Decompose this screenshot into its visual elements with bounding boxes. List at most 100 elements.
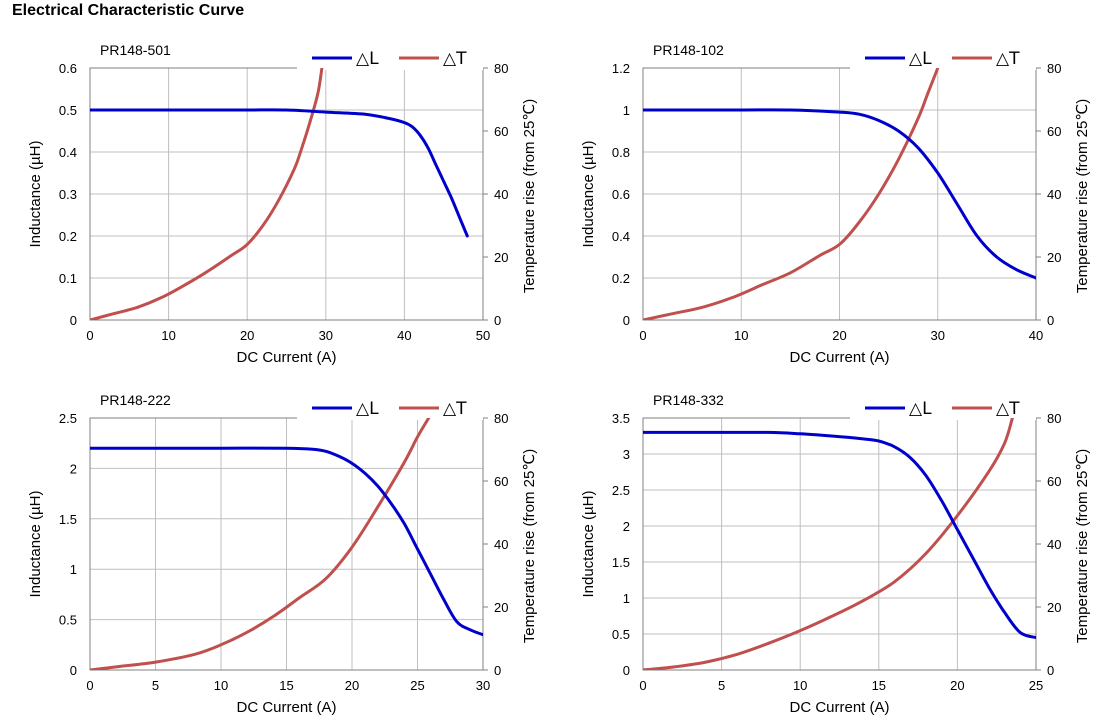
y-tick-label: 0: [70, 663, 77, 678]
y-tick-label: 1.5: [612, 555, 630, 570]
x-tick-label: 40: [1029, 328, 1043, 343]
y-tick-label: 0: [623, 313, 630, 328]
series-line-temperature-rise: [643, 418, 1014, 670]
x-tick-label: 5: [718, 678, 725, 693]
x-tick-label: 15: [872, 678, 886, 693]
x-tick-label: 25: [1029, 678, 1043, 693]
y-tick-label: 0.3: [59, 187, 77, 202]
y2-axis-title: Temperature rise (from 25℃): [521, 449, 538, 643]
chart-svg: 0 5 10 15 20 25 0 0.5 1 1.5 2 2.5 3 3.5 0 20 40 60 80 DC Cu…: [580, 392, 1091, 716]
x-tick-label: 10: [214, 678, 228, 693]
legend-label: △L: [909, 49, 932, 69]
legend: △L △T: [850, 46, 1036, 70]
y2-tick-label: 80: [494, 61, 508, 76]
part-number-label: PR148-332: [653, 392, 724, 408]
legend-label: △T: [443, 399, 467, 419]
x-tick-label: 15: [279, 678, 293, 693]
y2-tick-label: 60: [1047, 474, 1061, 489]
y2-tick-label: 60: [494, 474, 508, 489]
x-tick-label: 40: [397, 328, 411, 343]
series-line-temperature-rise: [90, 68, 324, 320]
legend-label: △L: [356, 49, 379, 69]
legend: △L △T: [850, 396, 1036, 420]
y-axis-title: Inductance (µH): [580, 140, 597, 247]
x-tick-label: 30: [476, 678, 490, 693]
x-tick-label: 10: [161, 328, 175, 343]
y2-tick-label: 40: [1047, 187, 1061, 202]
y-tick-label: 2: [623, 519, 630, 534]
chart-pr148-332: 0 5 10 15 20 25 0 0.5 1 1.5 2 2.5 3 3.5 0 20 40 60 80 DC Cu…: [553, 380, 1098, 725]
y-tick-label: 0: [623, 663, 630, 678]
part-number-label: PR148-501: [100, 42, 171, 58]
legend-label: △L: [909, 399, 932, 419]
legend: △L △T: [297, 46, 483, 70]
y2-tick-label: 20: [494, 600, 508, 615]
y2-tick-label: 0: [494, 313, 501, 328]
series-line-temperature-rise: [90, 418, 431, 670]
chart-pr148-501: 0 10 20 30 40 50 0 0.1 0.2 0.3 0.4 0.5 0.6 0 20 40 60 80 D…: [0, 30, 545, 375]
y-tick-label: 0: [70, 313, 77, 328]
series-line-inductance: [90, 446, 483, 637]
y-tick-label: 1: [70, 562, 77, 577]
y-axis-title: Inductance (µH): [27, 140, 44, 247]
series-line-inductance: [643, 430, 1036, 640]
legend-label: △L: [356, 399, 379, 419]
y-tick-label: 1.2: [612, 61, 630, 76]
y-tick-label: 1: [623, 591, 630, 606]
y2-tick-label: 20: [1047, 600, 1061, 615]
y-tick-label: 0.2: [612, 271, 630, 286]
y-tick-label: 0.5: [59, 103, 77, 118]
y-axis-title: Inductance (µH): [27, 490, 44, 597]
y-tick-label: 0.5: [612, 627, 630, 642]
y-axis-title: Inductance (µH): [580, 490, 597, 597]
y2-tick-label: 0: [1047, 313, 1054, 328]
y2-axis-title: Temperature rise (from 25℃): [1074, 449, 1091, 643]
legend: △L △T: [297, 396, 483, 420]
series-line-inductance: [643, 108, 1036, 280]
y2-tick-label: 60: [1047, 124, 1061, 139]
y-tick-label: 1.5: [59, 512, 77, 527]
y2-tick-label: 60: [494, 124, 508, 139]
y-tick-label: 0.6: [612, 187, 630, 202]
y-tick-label: 2: [70, 461, 77, 476]
y2-axis-title: Temperature rise (from 25℃): [521, 99, 538, 293]
chart-svg: 0 5 10 15 20 25 30 0 0.5 1 1.5 2 2.5 0 20 40 60 80 DC Curr…: [27, 392, 538, 716]
y-tick-label: 0.1: [59, 271, 77, 286]
y2-tick-label: 80: [1047, 411, 1061, 426]
y-tick-label: 0.5: [59, 613, 77, 628]
page-title: Electrical Characteristic Curve: [12, 2, 245, 19]
x-axis-title: DC Current (A): [789, 349, 889, 366]
x-axis-title: DC Current (A): [236, 699, 336, 716]
x-tick-label: 0: [639, 328, 646, 343]
y2-tick-label: 0: [1047, 663, 1054, 678]
y2-tick-label: 20: [494, 250, 508, 265]
series-line-temperature-rise: [643, 68, 940, 320]
y2-tick-label: 20: [1047, 250, 1061, 265]
x-tick-label: 30: [319, 328, 333, 343]
part-number-label: PR148-102: [653, 42, 724, 58]
x-axis-title: DC Current (A): [236, 349, 336, 366]
chart-svg: 0 10 20 30 40 50 0 0.1 0.2 0.3 0.4 0.5 0.6 0 20 40 60 80 D…: [27, 42, 538, 366]
series-line-inductance: [90, 108, 469, 238]
x-tick-label: 5: [152, 678, 159, 693]
legend-label: △T: [443, 49, 467, 69]
y2-tick-label: 80: [494, 411, 508, 426]
y-tick-label: 3.5: [612, 411, 630, 426]
y-tick-label: 0.4: [59, 145, 77, 160]
y-tick-label: 3: [623, 447, 630, 462]
y2-tick-label: 40: [494, 537, 508, 552]
plot-area-frame: [642, 417, 1037, 671]
x-axis-title: DC Current (A): [789, 699, 889, 716]
chart-pr148-102: 0 10 20 30 40 0 0.2 0.4 0.6 0.8 1 1.2 0 20 40 60 80 DC Cu…: [553, 30, 1098, 375]
x-tick-label: 0: [86, 678, 93, 693]
x-tick-label: 20: [950, 678, 964, 693]
y2-tick-label: 40: [494, 187, 508, 202]
y-tick-label: 1: [623, 103, 630, 118]
x-tick-label: 0: [86, 328, 93, 343]
legend-label: △T: [996, 399, 1020, 419]
x-tick-label: 10: [793, 678, 807, 693]
chart-svg: 0 10 20 30 40 0 0.2 0.4 0.6 0.8 1 1.2 0 20 40 60 80 DC Cu…: [580, 42, 1091, 366]
y-tick-label: 0.2: [59, 229, 77, 244]
x-tick-label: 0: [639, 678, 646, 693]
y2-tick-label: 80: [1047, 61, 1061, 76]
